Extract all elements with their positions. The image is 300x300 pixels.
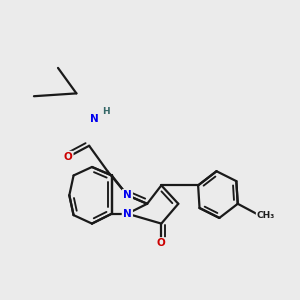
Text: O: O (157, 238, 166, 248)
Text: CH₃: CH₃ (257, 211, 275, 220)
Text: N: N (90, 114, 99, 124)
Text: N: N (123, 209, 132, 219)
Text: N: N (123, 190, 132, 200)
Text: O: O (64, 152, 72, 162)
Text: H: H (102, 107, 110, 116)
